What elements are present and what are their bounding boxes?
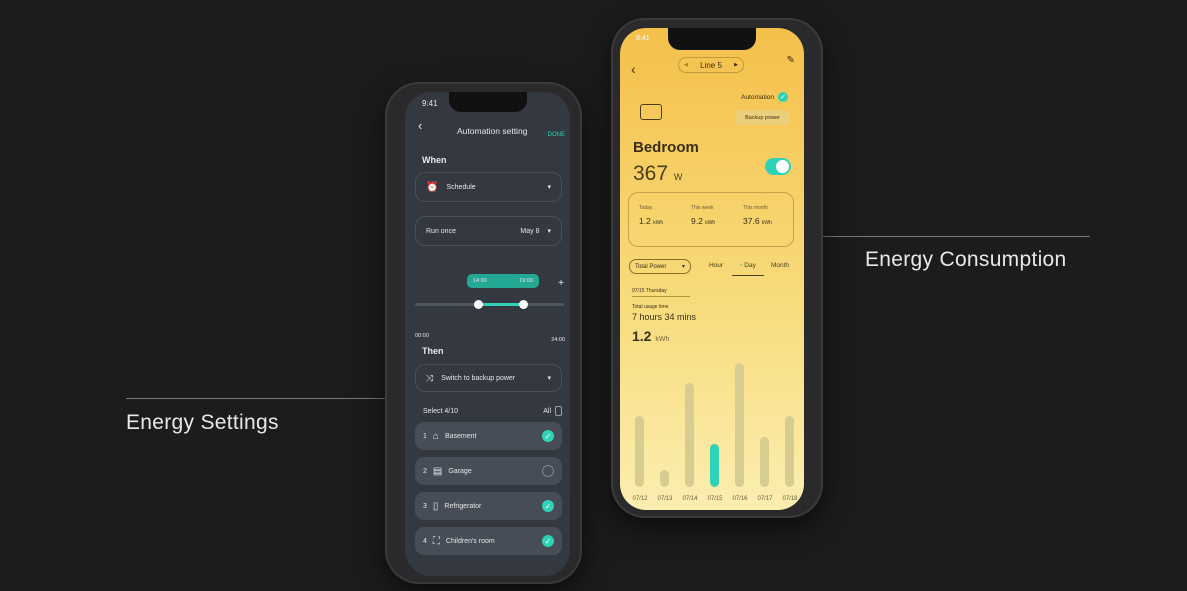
when-heading: When bbox=[422, 155, 447, 165]
prev-icon: ◀ bbox=[684, 62, 688, 68]
chevron-down-icon: ▾ bbox=[547, 375, 551, 382]
automation-status: Automation ✓ bbox=[741, 92, 788, 102]
callout-line bbox=[800, 236, 1090, 237]
alarm-clock-icon: ⏰ bbox=[426, 181, 439, 193]
checked-icon[interactable]: ✓ bbox=[542, 500, 554, 512]
daily-usage-chart: 07/12 07/13 07/14 07/15 07/16 07/17 07/18 bbox=[620, 348, 804, 510]
garage-icon: ▤ bbox=[432, 465, 443, 477]
unchecked-icon[interactable] bbox=[542, 465, 554, 477]
power-reading: 367 W bbox=[633, 162, 683, 185]
caption-energy-settings: Energy Settings bbox=[126, 411, 279, 434]
bed-icon bbox=[640, 104, 662, 120]
back-icon[interactable]: ‹ bbox=[418, 118, 423, 133]
x-tick-label: 07/18 bbox=[782, 496, 798, 502]
edit-icon[interactable]: ✎ bbox=[786, 55, 795, 66]
chevron-down-icon: ▾ bbox=[547, 184, 551, 191]
x-tick-label: 07/14 bbox=[682, 496, 698, 502]
automation-screen: 9:41 ‹ Automation setting DONE When ⏰ Sch… bbox=[405, 92, 570, 576]
trigger-select[interactable]: ⏰ Schedule ▾ bbox=[415, 172, 562, 202]
line-selector[interactable]: ◀ Line 5 ▶ bbox=[678, 57, 744, 73]
x-tick-label: 07/16 bbox=[732, 496, 748, 502]
bar-07/17[interactable] bbox=[760, 437, 769, 487]
check-icon: ✓ bbox=[778, 92, 788, 102]
bar-07/12[interactable] bbox=[635, 416, 644, 487]
bar-07/18[interactable] bbox=[785, 416, 794, 487]
add-button[interactable]: + bbox=[558, 278, 564, 289]
crib-icon: ⛶ bbox=[432, 535, 440, 547]
house-icon: ⌂ bbox=[432, 430, 439, 442]
room-name: Bedroom bbox=[633, 139, 699, 156]
stat-item: Today 1.2 kWh bbox=[639, 205, 664, 226]
caption-energy-consumption: Energy Consumption bbox=[865, 248, 1067, 271]
tab-hour[interactable]: Hour bbox=[708, 262, 724, 269]
select-all[interactable]: All bbox=[543, 406, 562, 416]
next-icon: ▶ bbox=[734, 62, 738, 68]
page-title: Automation setting bbox=[457, 126, 528, 136]
shuffle-icon: ⤨ bbox=[426, 372, 434, 383]
device-row[interactable]: 3 ▯ Refrigerator ✓ bbox=[415, 492, 562, 520]
status-time: 9:41 bbox=[422, 99, 438, 108]
usage-kwh: 1.2 kWh bbox=[632, 328, 670, 344]
done-button[interactable]: DONE bbox=[547, 132, 565, 138]
checked-icon[interactable]: ✓ bbox=[542, 430, 554, 442]
right-phone: 9:41 ‹ ◀ Line 5 ▶ ✎ Automation ✓ Backup pow… bbox=[611, 18, 823, 518]
stats-card: Today 1.2 kWh This week 9.2 kWh This month 37… bbox=[628, 192, 794, 247]
slider-handle-end[interactable] bbox=[519, 300, 528, 309]
stat-item: This month 37.6 kWh bbox=[743, 205, 772, 226]
x-tick-label: 07/17 bbox=[757, 496, 773, 502]
device-row[interactable]: 4 ⛶ Children's room ✓ bbox=[415, 527, 562, 555]
x-tick-label: 07/12 bbox=[632, 496, 648, 502]
chevron-down-icon: ▾ bbox=[547, 228, 551, 235]
metric-select[interactable]: Total Power ▾ bbox=[629, 259, 691, 274]
x-tick-label: 07/15 bbox=[707, 496, 723, 502]
bar-07/13[interactable] bbox=[660, 470, 669, 487]
tab-day[interactable]: • Day bbox=[732, 260, 764, 276]
consumption-screen: 9:41 ‹ ◀ Line 5 ▶ ✎ Automation ✓ Backup pow… bbox=[620, 28, 804, 510]
callout-line bbox=[126, 398, 411, 399]
bar-07/14[interactable] bbox=[685, 383, 694, 487]
repeat-select[interactable]: Run once May 8 ▾ bbox=[415, 216, 562, 246]
backup-power-badge[interactable]: Backup power bbox=[735, 110, 790, 125]
slider-handle-start[interactable] bbox=[474, 300, 483, 309]
usage-time: 7 hours 34 mins bbox=[632, 312, 697, 322]
back-icon[interactable]: ‹ bbox=[631, 61, 636, 77]
tab-month[interactable]: Month bbox=[770, 262, 790, 269]
bar-07/16[interactable] bbox=[735, 363, 744, 487]
then-heading: Then bbox=[422, 346, 444, 356]
power-toggle[interactable] bbox=[765, 158, 791, 175]
stat-item: This week 9.2 kWh bbox=[691, 205, 716, 226]
action-select[interactable]: ⤨ Switch to backup power ▾ bbox=[415, 364, 562, 392]
device-row[interactable]: 1 ⌂ Basement ✓ bbox=[415, 422, 562, 450]
checked-icon[interactable]: ✓ bbox=[542, 535, 554, 547]
x-tick-label: 07/13 bbox=[657, 496, 673, 502]
device-row[interactable]: 2 ▤ Garage bbox=[415, 457, 562, 485]
left-phone: 9:41 ‹ Automation setting DONE When ⏰ Sch… bbox=[385, 82, 582, 584]
time-range-label: 14:00 19:00 bbox=[467, 274, 539, 288]
bar-07/15[interactable] bbox=[710, 444, 719, 487]
fridge-icon: ▯ bbox=[432, 500, 439, 512]
